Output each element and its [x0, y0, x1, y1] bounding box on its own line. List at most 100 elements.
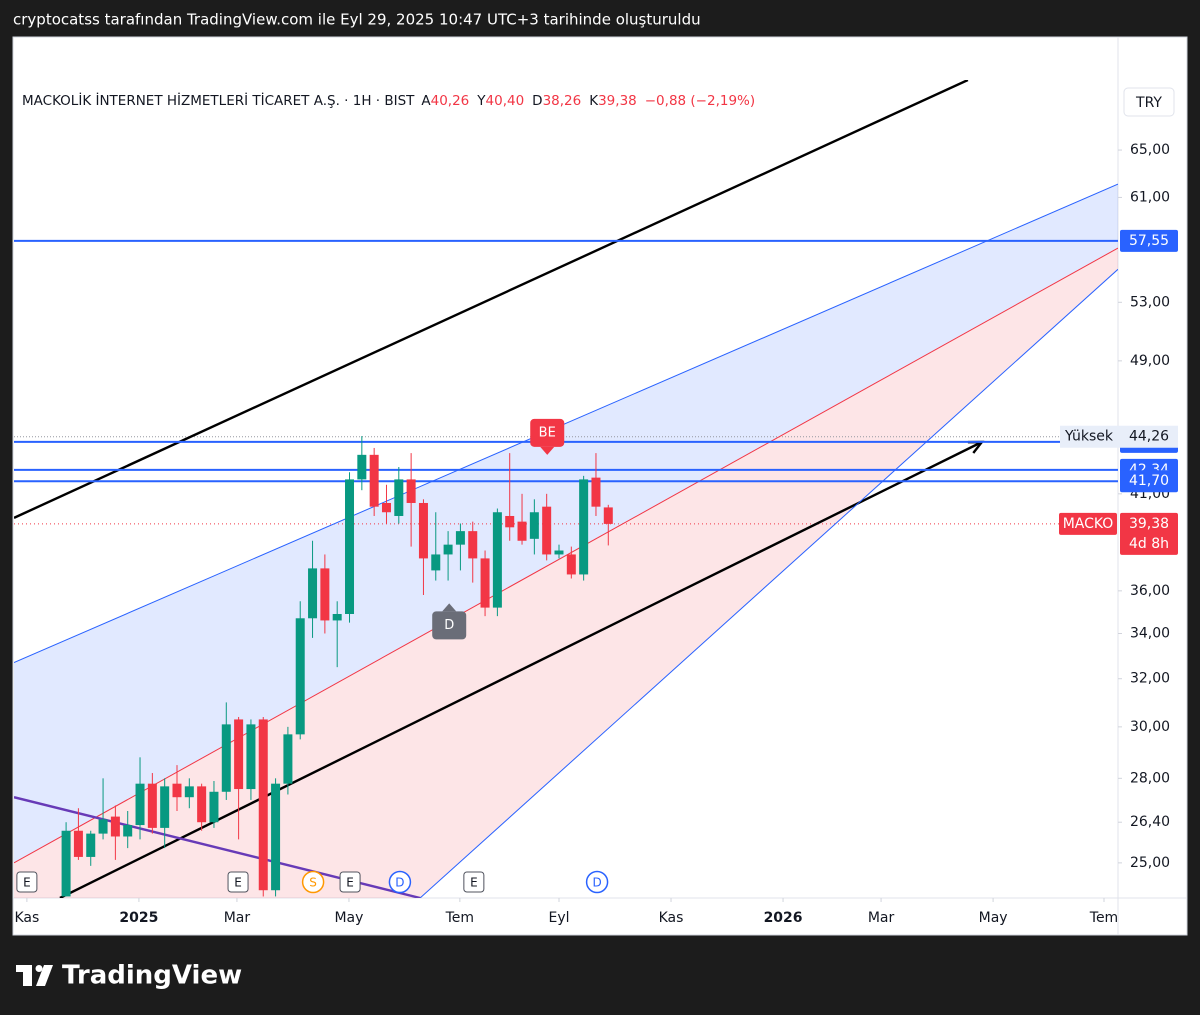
brand: TradingView: [62, 961, 242, 991]
candle-body: [579, 479, 589, 575]
x-tick-label: 2025: [119, 910, 158, 926]
high-label: 44,26: [1129, 429, 1169, 445]
x-tick-label: Mar: [868, 910, 895, 926]
candle-body: [308, 568, 318, 619]
candle-body: [73, 830, 83, 857]
last-name-box: [1059, 512, 1117, 535]
high-box: [1060, 425, 1178, 448]
candle-body: [197, 786, 207, 823]
ohlc-key: D: [532, 93, 542, 109]
event-label: E: [346, 876, 354, 890]
bubble: [530, 418, 565, 447]
x-tick-label: Eyl: [548, 910, 569, 926]
caption: cryptocatss tarafından TradingView.com i…: [13, 11, 701, 29]
candle-body: [480, 558, 490, 608]
event-marker: [16, 871, 38, 893]
x-tick-label: Tem: [445, 910, 474, 926]
candle-body: [517, 521, 527, 541]
last-name: MACKO: [1063, 516, 1114, 532]
candle-body: [357, 454, 367, 480]
candle-body: [554, 550, 564, 555]
y-tick-label: 32,00: [1130, 671, 1170, 687]
overlay: MACKOLİK İNTERNET HİZMETLERİ TİCARET A.Ş…: [14, 91, 1178, 926]
countdown: 4d 8h: [1129, 536, 1169, 552]
bubble-tip: [442, 603, 457, 612]
candle-body: [591, 477, 601, 507]
event-label: E: [234, 876, 242, 890]
candle-body: [468, 531, 478, 559]
event-marker: [339, 871, 361, 893]
event-marker: [227, 871, 249, 893]
bubble-tip: [540, 446, 555, 455]
candle-body: [381, 502, 391, 513]
trend-line: [14, 80, 969, 519]
candle-body: [505, 515, 515, 528]
event-marker: [585, 870, 609, 894]
candle-body: [443, 544, 453, 555]
candle-body: [221, 724, 231, 792]
level-label: 41,70: [1129, 473, 1169, 489]
x-tick-label: May: [979, 910, 1008, 926]
candle-body: [123, 825, 133, 837]
y-tick-label: 25,00: [1130, 855, 1170, 871]
y-tick-label: 53,00: [1130, 294, 1170, 310]
candle-body: [566, 554, 576, 575]
candle-body: [258, 719, 268, 891]
candle-body: [455, 531, 465, 545]
bubble-label: D: [444, 618, 454, 633]
candle-body: [160, 786, 170, 828]
y-tick-label: 34,00: [1130, 625, 1170, 641]
candle-body: [529, 512, 539, 539]
candle-body: [603, 507, 613, 524]
change: −0,88 (−2,19%): [645, 93, 755, 109]
bubble-label: BE: [539, 425, 556, 440]
y-tick-label: 26,40: [1130, 814, 1170, 830]
candle-body: [172, 783, 182, 798]
currency[interactable]: TRY: [1135, 95, 1162, 111]
x-tick-label: Kas: [14, 910, 39, 926]
candle-body: [234, 719, 244, 790]
x-tick-label: 2026: [764, 910, 803, 926]
candle-body: [86, 833, 96, 857]
level-label: 57,55: [1129, 233, 1169, 249]
candle-body: [147, 783, 157, 828]
x-tick-label: Kas: [659, 910, 684, 926]
header: MACKOLİK İNTERNET HİZMETLERİ TİCARET A.Ş…: [22, 91, 755, 109]
candle-body: [246, 724, 256, 790]
candle-body: [406, 479, 416, 503]
level-label-box: [1120, 229, 1178, 252]
trend-line: [419, 268, 1118, 898]
y-tick-label: 36,00: [1130, 583, 1170, 599]
candle-body: [492, 512, 502, 608]
currency-button[interactable]: [1123, 87, 1175, 117]
candle-body: [135, 783, 145, 826]
candle-body: [542, 506, 552, 555]
y-tick-label: 30,00: [1130, 719, 1170, 735]
candle-body: [295, 618, 305, 735]
y-tick-label: 28,00: [1130, 770, 1170, 786]
candle-body: [332, 613, 342, 621]
event-marker: [388, 870, 412, 894]
trend-line: [14, 247, 1118, 864]
candle-body: [271, 783, 281, 891]
ohlc-value: 40,40: [486, 93, 525, 109]
y-tick-label: 61,00: [1130, 189, 1170, 205]
candle-body: [209, 791, 219, 823]
ohlc-value: 39,38: [598, 93, 637, 109]
event-label: S: [309, 876, 317, 890]
x-tick-label: Mar: [224, 910, 251, 926]
event-label: D: [592, 876, 601, 890]
last-price-box: [1120, 512, 1178, 555]
ohlc-value: 40,26: [431, 93, 470, 109]
candle-body: [394, 479, 404, 516]
high-name: Yüksek: [1064, 429, 1114, 445]
ohlc-value: 38,26: [543, 93, 582, 109]
candle-body: [345, 479, 355, 614]
event-label: D: [395, 876, 404, 890]
event-label: E: [470, 876, 478, 890]
last-price-label: 39,38: [1129, 516, 1169, 532]
symbol: MACKOLİK İNTERNET HİZMETLERİ TİCARET A.Ş…: [22, 91, 415, 109]
ohlc-key: K: [589, 93, 599, 109]
